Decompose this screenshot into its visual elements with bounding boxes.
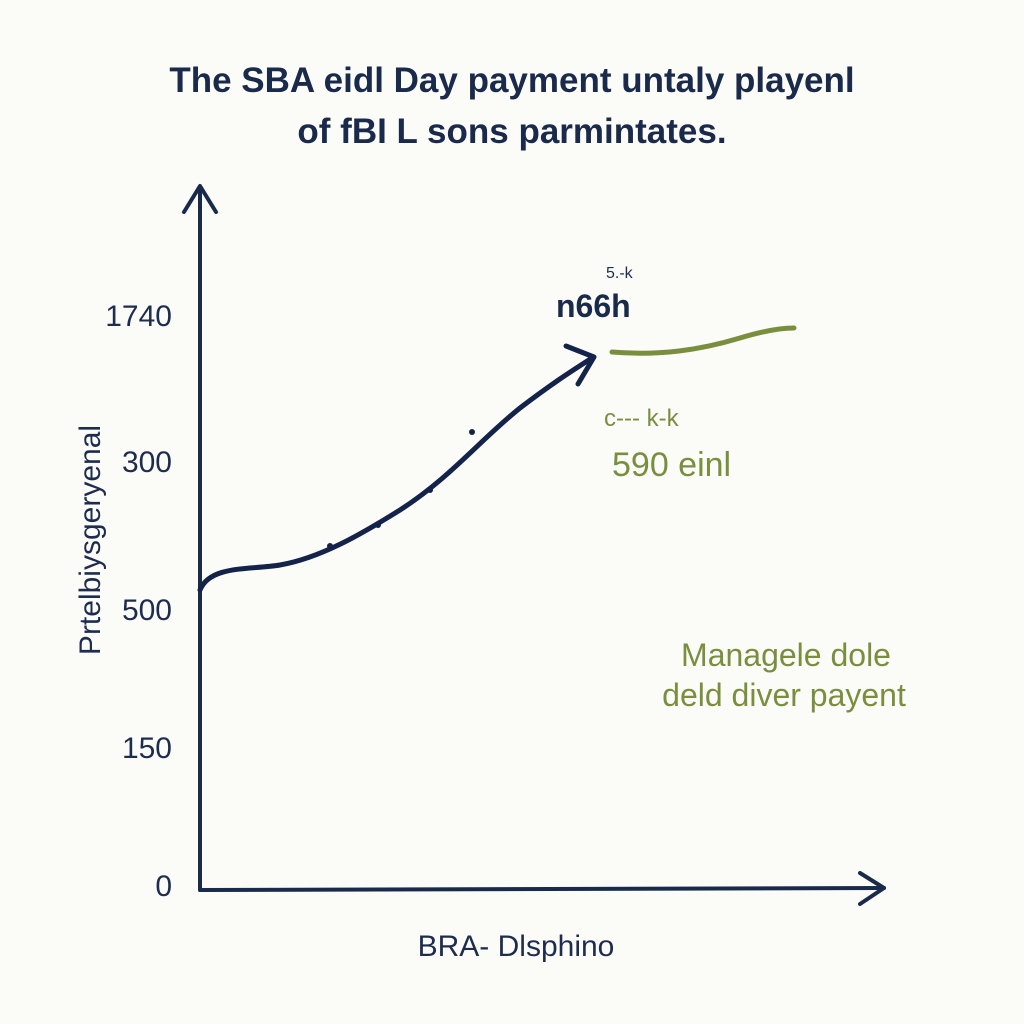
- y-tick-label: 500: [122, 594, 172, 627]
- dot: [469, 429, 475, 435]
- y-tick-label: 0: [155, 870, 172, 903]
- trend-curve: [197, 343, 597, 593]
- chart-title: The SBA eidl Day payment untaly playenl: [169, 61, 854, 100]
- curve: [197, 355, 595, 593]
- dot: [327, 543, 333, 549]
- curve-arrow: [563, 343, 597, 387]
- annotation: c--- k-k: [604, 405, 680, 432]
- annotation: Managele dole: [681, 637, 891, 673]
- x-axis-arrow: [858, 871, 886, 906]
- annotation: 5.-k: [606, 265, 634, 282]
- y-axis-arrow: [182, 184, 218, 214]
- annotation: 590 einl: [612, 446, 731, 484]
- axes: [182, 184, 886, 906]
- x-axis-label: BRA- Dlsphino: [418, 930, 615, 963]
- dot: [427, 487, 433, 493]
- dot: [375, 522, 381, 528]
- y-axis-label: Prtelbiysgeryenal: [74, 425, 107, 655]
- x-axis: [198, 886, 886, 892]
- y-tick-label: 1740: [105, 300, 172, 333]
- green-line: [609, 325, 797, 356]
- chart-title: of fBI L sons parmintates.: [297, 112, 726, 151]
- annotation: n66h: [556, 288, 631, 324]
- curve-dots: [327, 429, 475, 549]
- y-tick-label: 150: [122, 732, 172, 765]
- y-tick-label: 300: [122, 446, 172, 479]
- annotation: deld diver payent: [662, 677, 906, 713]
